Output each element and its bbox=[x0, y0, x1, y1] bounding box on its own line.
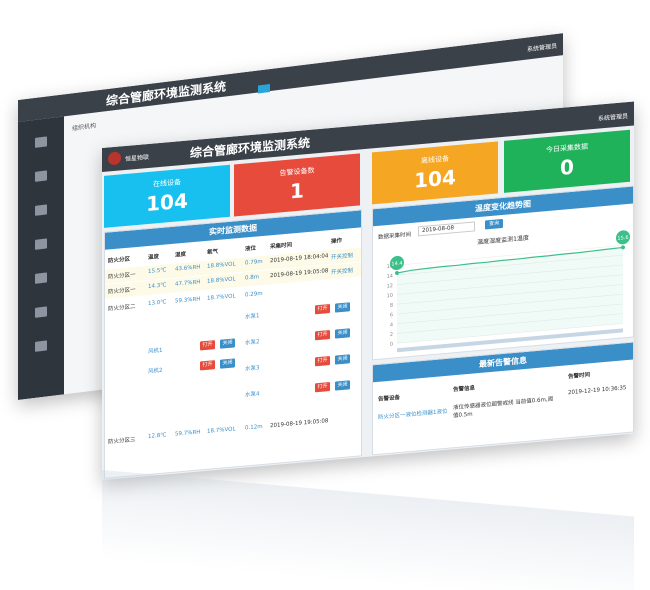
grid-line bbox=[397, 293, 623, 315]
sidebar-icon[interactable] bbox=[35, 238, 47, 250]
grid-line bbox=[397, 313, 623, 334]
table-cell: 0.8m bbox=[245, 274, 260, 282]
table-cell: 59.3%RH bbox=[175, 296, 201, 305]
table-header: 告警信息 bbox=[453, 385, 476, 394]
reflection bbox=[102, 470, 634, 590]
table-cell: 18.7%VOL bbox=[207, 293, 236, 302]
table-header: 采集时间 bbox=[270, 242, 293, 251]
y-tick-label: 10 bbox=[387, 293, 393, 300]
top-bar bbox=[18, 33, 563, 122]
table-cell: 防火分区一液位检测器1液位 bbox=[378, 408, 448, 421]
y-tick-label: 8 bbox=[390, 303, 393, 309]
grid-line bbox=[397, 303, 623, 324]
zoom-bar bbox=[397, 328, 623, 353]
table-cell: 2019-12-19 10:36:35 bbox=[568, 385, 627, 397]
grid-line bbox=[397, 264, 623, 285]
table-cell: 防火分区三 bbox=[108, 437, 136, 446]
chart-title: 温度湿度监测1温度 bbox=[477, 234, 529, 247]
sidebar-icon[interactable] bbox=[35, 340, 47, 352]
point bbox=[621, 245, 625, 250]
grid-line bbox=[397, 323, 623, 344]
front-window: 恒星物联 综合管廊环境监测系统 系统管理员 在线设备 104 告警设备数 1 离线设备 104 今… bbox=[102, 101, 634, 481]
date-label: 数据采集时间 bbox=[378, 231, 412, 241]
close-button[interactable]: 关闭 bbox=[335, 354, 350, 365]
table-header: 防火分区 bbox=[108, 256, 131, 265]
table-header: 告警设备 bbox=[378, 394, 401, 403]
table-cell: 13.0℃ bbox=[148, 299, 167, 307]
y-tick-label: 14 bbox=[387, 273, 393, 280]
y-tick-label: 16 bbox=[387, 264, 393, 271]
area bbox=[397, 247, 623, 344]
point bbox=[395, 270, 399, 275]
date-input[interactable]: 2019-08-08 bbox=[418, 221, 475, 237]
table-cell: 0.29m bbox=[245, 290, 263, 299]
open-button[interactable]: 打开 bbox=[315, 304, 330, 315]
open-button[interactable]: 打开 bbox=[315, 382, 330, 393]
stat-card: 在线设备 104 bbox=[104, 164, 230, 228]
marker-bubble bbox=[390, 255, 404, 271]
query-button[interactable]: 查询 bbox=[485, 218, 503, 230]
table-header: 湿度 bbox=[175, 251, 187, 259]
close-button[interactable]: 关闭 bbox=[335, 302, 350, 313]
trend-panel: 温度变化趋势图 数据采集时间 2019-08-08 查询 温度湿度监测1温度 0 2 4 6 8 1… bbox=[372, 185, 634, 361]
table-header: 温度 bbox=[148, 254, 160, 261]
table-cell: 18.7%VOL bbox=[207, 426, 236, 435]
marker-label: 15.6 bbox=[617, 235, 628, 242]
y-tick-label: 12 bbox=[387, 283, 393, 290]
table-header: 液位 bbox=[245, 245, 257, 253]
pump-name: 水泵4 bbox=[245, 391, 260, 399]
grid-line bbox=[397, 254, 623, 276]
y-tick-label: 4 bbox=[390, 322, 393, 328]
y-tick-label: 6 bbox=[390, 312, 393, 318]
marker-bubble bbox=[616, 230, 630, 245]
close-button[interactable]: 关闭 bbox=[220, 338, 235, 349]
table-cell: 2019-08-19 19:05:08 bbox=[270, 418, 329, 430]
realtime-panel: 实时监测数据 防火分区 温度 湿度 氧气 液位 采集时间 操作 防火分区一 15.5℃ 43.6%R… bbox=[104, 209, 362, 479]
table-header: 告警时间 bbox=[568, 372, 591, 381]
sidebar bbox=[18, 116, 64, 400]
close-button[interactable]: 关闭 bbox=[335, 380, 350, 391]
open-button[interactable]: 打开 bbox=[200, 340, 215, 351]
pump-name: 水泵1 bbox=[245, 313, 260, 321]
sidebar-icon[interactable] bbox=[35, 272, 47, 284]
table-cell: 液位传感器液位超警戒线 当前值0.6m,阈值0.5m bbox=[453, 396, 554, 420]
open-button[interactable]: 打开 bbox=[315, 330, 330, 341]
stat-card: 告警设备数 1 bbox=[234, 153, 360, 217]
pump-name: 水泵3 bbox=[245, 365, 260, 373]
y-tick-label: 2 bbox=[390, 332, 393, 338]
open-button[interactable]: 打开 bbox=[315, 356, 330, 367]
table-cell: 防火分区二 bbox=[108, 304, 136, 313]
stat-card: 今日采集数据 0 bbox=[504, 129, 630, 193]
table-cell: 12.8℃ bbox=[148, 432, 167, 440]
stat-card: 离线设备 104 bbox=[372, 141, 498, 205]
close-button[interactable]: 关闭 bbox=[335, 328, 350, 339]
sidebar-icon[interactable] bbox=[35, 170, 47, 182]
line bbox=[396, 246, 624, 274]
grid-line bbox=[397, 274, 623, 295]
tree-title: 组织机构 bbox=[72, 122, 97, 133]
y-tick-label: 0 bbox=[390, 342, 393, 348]
sidebar-icon[interactable] bbox=[35, 204, 47, 216]
sidebar-icon[interactable] bbox=[35, 136, 47, 148]
close-button[interactable]: 关闭 bbox=[220, 358, 235, 369]
alerts-panel: 最新告警信息 告警设备 告警信息 告警时间 防火分区一液位检测器1液位 液位传感器液位超警… bbox=[372, 341, 634, 456]
table-cell: 59.7%RH bbox=[175, 429, 201, 438]
sidebar-icon[interactable] bbox=[35, 306, 47, 318]
fan-name: 风机2 bbox=[148, 367, 163, 375]
table-header: 氧气 bbox=[207, 248, 219, 256]
fan-name: 风机1 bbox=[148, 347, 163, 355]
grid-line bbox=[397, 284, 623, 305]
grid-line bbox=[397, 245, 623, 266]
table-cell: 0.12m bbox=[245, 423, 263, 432]
pump-name: 水泵2 bbox=[245, 339, 260, 347]
table-header: 操作 bbox=[331, 238, 343, 245]
marker-label: 14.4 bbox=[391, 261, 402, 268]
search-button[interactable] bbox=[258, 84, 270, 94]
open-button[interactable]: 打开 bbox=[200, 360, 215, 371]
